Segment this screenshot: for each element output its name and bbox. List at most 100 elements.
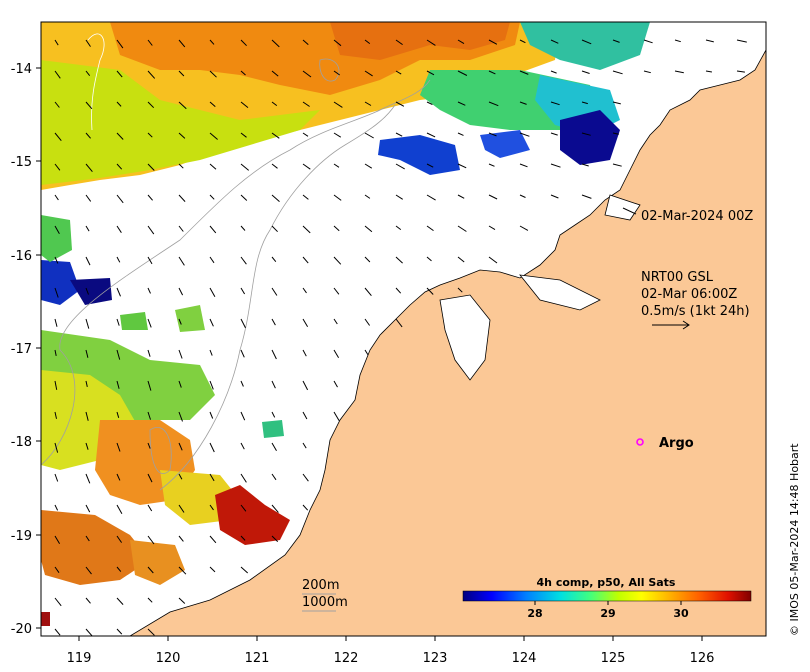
current-vector: [519, 132, 530, 137]
current-vector: [116, 318, 120, 326]
colorbar-title: 4h comp, p50, All Sats: [537, 576, 676, 589]
colorbar-bar: [462, 590, 752, 602]
current-vector: [302, 194, 309, 200]
sst-green-mid: [120, 312, 148, 330]
bay-inlet-3: [604, 194, 641, 221]
current-vector: [85, 535, 90, 542]
current-vector: [209, 39, 215, 45]
current-vector: [736, 39, 747, 43]
current-vector: [271, 411, 276, 418]
current-vector: [54, 535, 61, 544]
current-vector: [457, 132, 464, 136]
current-vector: [85, 287, 89, 295]
current-vector: [240, 380, 244, 387]
current-vector: [519, 194, 526, 198]
current-vector: [147, 380, 152, 391]
sst-green-mid-2: [175, 305, 205, 332]
current-vector: [116, 256, 121, 263]
current-vectors: [54, 39, 747, 636]
current-vector: [395, 318, 403, 328]
current-vector: [178, 473, 183, 480]
current-vector: [240, 225, 246, 231]
current-vector: [178, 39, 186, 48]
sst-darkred-sw: [41, 612, 50, 626]
current-vector: [581, 39, 592, 45]
scale-arrow-label: 0.5m/s (1kt 24h): [641, 304, 750, 319]
current-vector: [209, 504, 214, 511]
current-vector: [147, 628, 155, 636]
current-vector: [147, 442, 151, 449]
current-vector: [271, 380, 276, 389]
contour-1000m-line: [41, 79, 431, 466]
current-vector: [333, 287, 340, 295]
lon-tick-label: 124: [512, 651, 537, 666]
current-vector: [426, 287, 434, 295]
sst-darkblue-west: [70, 278, 112, 305]
current-vector: [550, 39, 559, 44]
current-vector: [116, 504, 123, 514]
current-vector: [54, 287, 59, 298]
current-vector: [271, 256, 277, 263]
current-vector: [271, 504, 279, 513]
current-vector: [240, 287, 246, 295]
current-vector: [209, 287, 216, 297]
current-vector: [54, 442, 59, 453]
lat-tick-label: -16: [11, 249, 32, 264]
current-vector: [426, 256, 432, 262]
current-vector: [147, 504, 153, 512]
current-vector: [705, 39, 714, 43]
current-vector: [240, 39, 247, 47]
current-vector: [364, 256, 371, 263]
current-vector: [302, 70, 312, 78]
lon-tick-label: 119: [67, 651, 92, 666]
current-vector: [85, 597, 91, 604]
current-vector: [302, 473, 309, 482]
sst-blue-patch-1: [378, 135, 460, 175]
current-vector: [333, 132, 342, 138]
current-vector: [178, 535, 184, 542]
current-vector: [302, 132, 309, 137]
current-vector: [54, 101, 60, 108]
current-vector: [209, 442, 215, 453]
current-vector: [54, 163, 61, 171]
current-vector: [395, 132, 403, 137]
current-vector: [612, 163, 622, 167]
current-vector: [116, 349, 121, 360]
current-vector: [674, 70, 684, 74]
current-vector: [147, 132, 153, 138]
current-vector: [147, 535, 155, 545]
current-vector: [178, 287, 184, 296]
current-vector: [178, 318, 182, 325]
sst-red-south: [215, 485, 290, 545]
current-vector: [85, 442, 89, 450]
current-vector: [240, 442, 245, 450]
colorbar-tick-label: 28: [527, 607, 542, 620]
current-vector: [271, 442, 277, 452]
current-vector: [54, 256, 59, 264]
current-vector: [457, 287, 463, 293]
current-vector: [457, 256, 465, 263]
current-vector: [271, 318, 276, 326]
current-vector: [240, 70, 246, 76]
current-vector: [54, 380, 58, 390]
current-vector: [457, 70, 468, 76]
current-vector: [612, 70, 623, 75]
current-time-label: 02-Mar 06:00Z: [641, 287, 737, 302]
current-vector: [364, 287, 372, 297]
current-vector: [395, 163, 405, 170]
current-vector: [54, 318, 58, 327]
contour-1000m-legend: 1000m: [302, 595, 348, 610]
current-vector: [147, 287, 151, 294]
current-vector: [54, 132, 62, 142]
current-vector: [426, 70, 435, 76]
current-vector: [147, 101, 155, 109]
current-vector: [209, 163, 217, 170]
current-vector: [302, 256, 309, 264]
current-vector: [54, 349, 57, 356]
current-vector: [581, 132, 591, 136]
current-vector: [736, 70, 745, 73]
current-vector: [364, 163, 373, 169]
current-vector: [333, 194, 342, 201]
current-vector: [271, 225, 278, 233]
